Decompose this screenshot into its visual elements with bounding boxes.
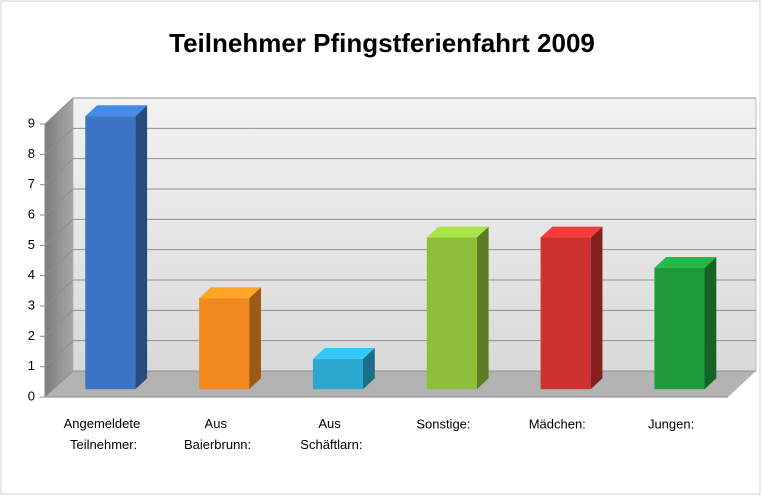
bar-top — [85, 105, 148, 117]
bar — [312, 358, 364, 390]
bar-top — [426, 226, 489, 238]
y-tick-label: 9 — [28, 115, 35, 130]
bar — [199, 298, 250, 390]
bar-top — [312, 347, 375, 359]
grid-line — [44, 127, 756, 155]
bar-side — [704, 256, 717, 390]
y-tick-label: 2 — [28, 328, 35, 343]
y-tick-label: 0 — [28, 388, 35, 403]
grid-line — [44, 249, 756, 277]
bar-side — [590, 226, 603, 390]
y-tick-label: 3 — [28, 297, 35, 312]
bar-side — [476, 226, 489, 390]
y-tick-label: 8 — [28, 146, 35, 161]
y-tick-label: 4 — [28, 267, 35, 282]
grid-line — [44, 340, 756, 368]
x-tick-label: Aus Baierbrunn: — [180, 416, 251, 452]
bar-side — [249, 287, 261, 390]
bar-top — [540, 226, 603, 238]
bar — [654, 267, 705, 390]
y-tick-label: 5 — [28, 237, 35, 252]
y-tick-label: 1 — [28, 358, 35, 373]
grid-line — [44, 309, 756, 337]
y-tick-label: 7 — [28, 176, 35, 191]
bar — [85, 116, 136, 390]
grid-line — [44, 370, 756, 398]
chart-title: Teilnehmer Pfingstferienfahrt 2009 — [169, 28, 595, 58]
bar-side — [135, 105, 148, 390]
grid-line — [44, 97, 756, 125]
side-wall — [45, 98, 73, 397]
x-tick-label: Mädchen: — [529, 416, 586, 431]
grid-line — [44, 158, 756, 186]
grid-line — [44, 188, 756, 216]
bar — [540, 237, 591, 390]
x-tick-label: Angemeldete Teilnehmer: — [64, 416, 141, 452]
grid-line — [44, 218, 756, 246]
bar-top — [654, 256, 717, 268]
x-tick-label: Jungen: — [648, 416, 694, 431]
bar — [426, 237, 477, 390]
y-tick-label: 6 — [28, 206, 35, 221]
x-tick-label: Aus Schäftlarn: — [297, 416, 363, 452]
back-wall — [72, 97, 757, 372]
floor — [45, 371, 756, 397]
grid-line — [44, 279, 756, 307]
x-tick-label: Sonstige: — [416, 416, 470, 431]
bar-top — [199, 287, 261, 299]
bar-side — [363, 347, 375, 390]
